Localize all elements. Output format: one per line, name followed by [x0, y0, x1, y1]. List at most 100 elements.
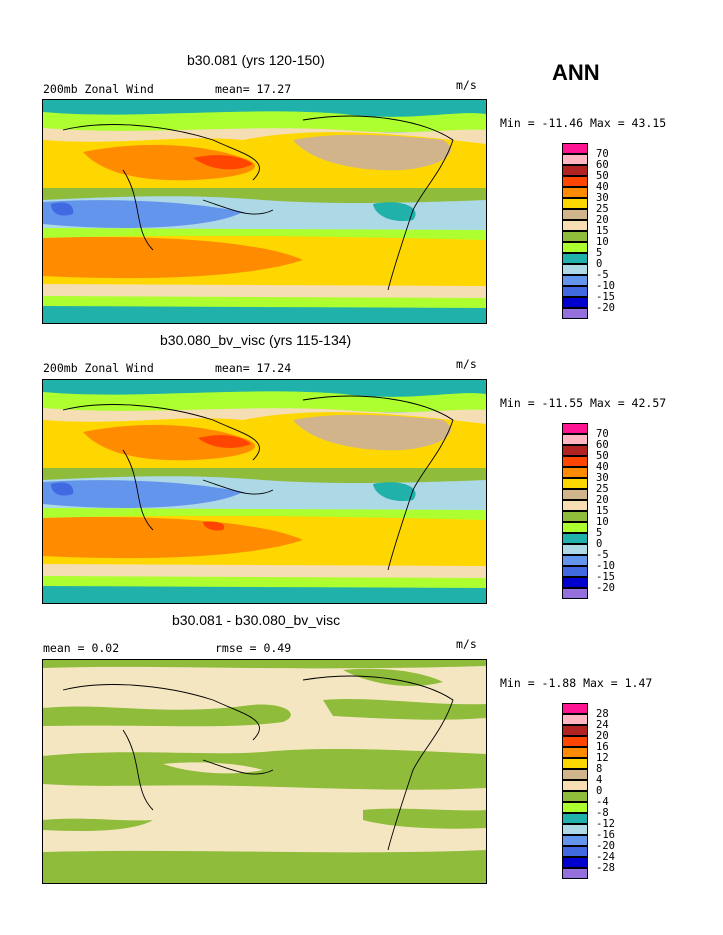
legend-swatch	[562, 868, 588, 879]
legend-label: 15	[596, 225, 609, 237]
legend-label: 20	[596, 214, 609, 226]
legend-label: -28	[596, 862, 615, 874]
legend-label: 70	[596, 428, 609, 440]
panel-2-minmax: Min = -11.55 Max = 42.57	[500, 396, 667, 410]
legend-swatch	[562, 176, 588, 187]
legend-label: -20	[596, 840, 615, 852]
panel-2-mean-label: mean= 17.24	[215, 361, 292, 375]
legend-label: 5	[596, 527, 603, 539]
legend-swatch	[562, 758, 588, 769]
legend-swatch	[562, 242, 588, 253]
legend-label: 50	[596, 170, 609, 182]
legend-swatch	[562, 588, 588, 599]
legend-label: 20	[596, 494, 609, 506]
legend-label: 24	[596, 719, 609, 731]
legend-label: 30	[596, 472, 609, 484]
legend-swatch	[562, 736, 588, 747]
legend-label: -10	[596, 280, 615, 292]
legend-label: 5	[596, 247, 603, 259]
legend-swatch	[562, 198, 588, 209]
legend-label: 16	[596, 741, 609, 753]
legend-swatch	[562, 747, 588, 758]
panel-3-minmax: Min = -1.88 Max = 1.47	[500, 676, 653, 690]
legend-swatch	[562, 467, 588, 478]
legend-swatch	[562, 703, 588, 714]
legend-label: -16	[596, 829, 615, 841]
legend-swatch	[562, 824, 588, 835]
legend-label: 28	[596, 708, 609, 720]
legend-label: -20	[596, 302, 615, 314]
legend-label: -20	[596, 582, 615, 594]
legend-label: 50	[596, 450, 609, 462]
legend-swatch	[562, 209, 588, 220]
legend-swatch	[562, 275, 588, 286]
legend-swatch	[562, 566, 588, 577]
legend-label: 60	[596, 159, 609, 171]
legend-label: 10	[596, 236, 609, 248]
panel-1-legend: 70 60 50 40 30 25 20 15 10 5 0 -5 -10 -1…	[562, 143, 615, 319]
legend-label: 60	[596, 439, 609, 451]
panel-3-title: b30.081 - b30.080_bv_visc	[172, 612, 341, 628]
legend-swatch	[562, 297, 588, 308]
legend-swatch	[562, 231, 588, 242]
legend-swatch	[562, 802, 588, 813]
legend-swatch	[562, 489, 588, 500]
panel-3-units: m/s	[456, 637, 477, 651]
legend-swatch	[562, 500, 588, 511]
panel-1-mean-label: mean= 17.27	[215, 82, 292, 96]
panel-3-map	[42, 659, 487, 884]
panel-3-mean-label: mean = 0.02	[43, 641, 120, 655]
legend-swatch	[562, 423, 588, 434]
legend-swatch	[562, 154, 588, 165]
legend-swatch	[562, 577, 588, 588]
legend-swatch	[562, 544, 588, 555]
legend-label: 8	[596, 763, 603, 775]
legend-swatch	[562, 835, 588, 846]
legend-label: 0	[596, 258, 603, 270]
legend-label: -5	[596, 549, 609, 561]
legend-label: 12	[596, 752, 609, 764]
legend-label: 0	[596, 538, 603, 550]
legend-label: 70	[596, 148, 609, 160]
panel-3-rmse-label: rmse = 0.49	[215, 641, 292, 655]
panel-1-minmax: Min = -11.46 Max = 43.15	[500, 116, 667, 130]
legend-swatch	[562, 714, 588, 725]
legend-label: 25	[596, 483, 609, 495]
legend-swatch	[562, 434, 588, 445]
legend-label: 40	[596, 461, 609, 473]
legend-label: -12	[596, 818, 615, 830]
legend-swatch	[562, 308, 588, 319]
legend-label: -5	[596, 269, 609, 281]
panel-2-map	[42, 379, 487, 604]
panel-2-units: m/s	[456, 357, 477, 371]
legend-swatch	[562, 791, 588, 802]
legend-swatch	[562, 846, 588, 857]
legend-label: 20	[596, 730, 609, 742]
panel-2-legend: 70 60 50 40 30 25 20 15 10 5 0 -5 -10 -1…	[562, 423, 615, 599]
panel-1-title: b30.081 (yrs 120-150)	[187, 52, 325, 68]
legend-label: -4	[596, 796, 609, 808]
legend-label: -15	[596, 291, 615, 303]
legend-label: -8	[596, 807, 609, 819]
panel-1-map	[42, 99, 487, 324]
legend-label: 15	[596, 505, 609, 517]
legend-label: -24	[596, 851, 615, 863]
legend-swatch	[562, 555, 588, 566]
legend-label: -10	[596, 560, 615, 572]
legend-swatch	[562, 725, 588, 736]
legend-swatch	[562, 165, 588, 176]
legend-swatch	[562, 533, 588, 544]
legend-label: 40	[596, 181, 609, 193]
legend-swatch	[562, 780, 588, 791]
legend-swatch	[562, 769, 588, 780]
legend-swatch	[562, 220, 588, 231]
legend-label: -15	[596, 571, 615, 583]
legend-swatch	[562, 857, 588, 868]
panel-2-field-label: 200mb Zonal Wind	[43, 361, 154, 375]
legend-swatch	[562, 813, 588, 824]
season-label: ANN	[552, 60, 600, 85]
legend-swatch	[562, 143, 588, 154]
legend-swatch	[562, 286, 588, 297]
legend-swatch	[562, 478, 588, 489]
legend-label: 10	[596, 516, 609, 528]
